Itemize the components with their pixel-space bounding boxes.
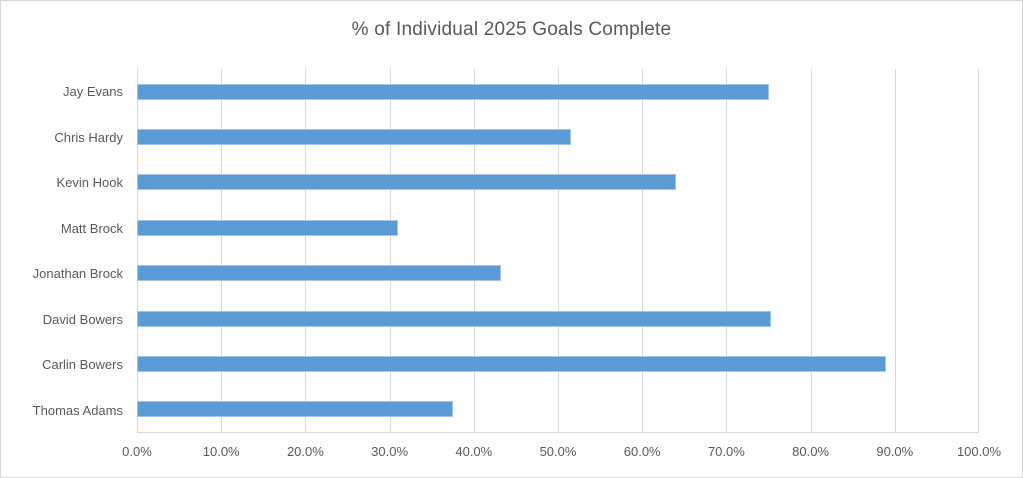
x-tick-label: 90.0% <box>876 444 914 459</box>
bar-matt-brock <box>137 219 399 236</box>
category-label: Matt Brock <box>60 220 123 236</box>
bar-jay-evans <box>137 83 769 100</box>
bar-thomas-adams <box>137 401 453 418</box>
bar-row <box>137 205 979 250</box>
bar-row <box>137 114 979 159</box>
x-tick-label: 70.0% <box>707 444 745 459</box>
category-label: David Bowers <box>42 311 123 327</box>
bar-david-bowers <box>137 310 772 327</box>
gridline <box>810 69 812 432</box>
bar-carlin-bowers <box>137 355 886 372</box>
x-tick-label: 60.0% <box>623 444 661 459</box>
bar-row <box>137 296 979 341</box>
x-tick-label: 80.0% <box>792 444 830 459</box>
gridline <box>137 69 138 432</box>
gridline <box>305 69 307 432</box>
x-tick-label: 10.0% <box>202 444 240 459</box>
bar-row <box>137 341 979 386</box>
gridline <box>389 69 391 432</box>
bar-kevin-hook <box>137 174 676 191</box>
gridline <box>642 69 644 432</box>
category-label: Jay Evans <box>63 84 123 100</box>
bar-jonathan-brock <box>137 265 501 282</box>
x-tick-label: 100.0% <box>956 444 1002 459</box>
gridline <box>978 69 979 432</box>
x-tick-label: 40.0% <box>455 444 493 459</box>
bar-row <box>137 387 979 432</box>
bar-row <box>137 251 979 296</box>
category-axis: Jay Evans Chris Hardy Kevin Hook Matt Brock… <box>1 69 123 433</box>
bars-layer <box>137 69 979 432</box>
x-tick-label: 30.0% <box>371 444 409 459</box>
x-tick-label: 20.0% <box>286 444 324 459</box>
gridline <box>894 69 896 432</box>
gridline <box>473 69 475 432</box>
x-tick-label: 50.0% <box>539 444 577 459</box>
category-label: Chris Hardy <box>54 129 123 145</box>
plot-area <box>137 69 979 433</box>
bar-row <box>137 69 979 114</box>
x-tick-label: 0.0% <box>122 444 152 459</box>
gridline <box>221 69 223 432</box>
gridline <box>558 69 559 432</box>
bar-row <box>137 160 979 205</box>
category-label: Kevin Hook <box>56 175 123 191</box>
chart-title: % of Individual 2025 Goals Complete <box>351 19 672 40</box>
gridline <box>726 69 728 432</box>
bar-chris-hardy <box>137 129 571 146</box>
category-label: Thomas Adams <box>32 402 123 418</box>
category-label: Carlin Bowers <box>42 357 123 373</box>
category-label: Jonathan Brock <box>32 266 123 282</box>
value-axis: 0.0% 10.0% 20.0% 30.0% 40.0% 50.0% 60.0% 70.0% 8… <box>122 444 1001 464</box>
